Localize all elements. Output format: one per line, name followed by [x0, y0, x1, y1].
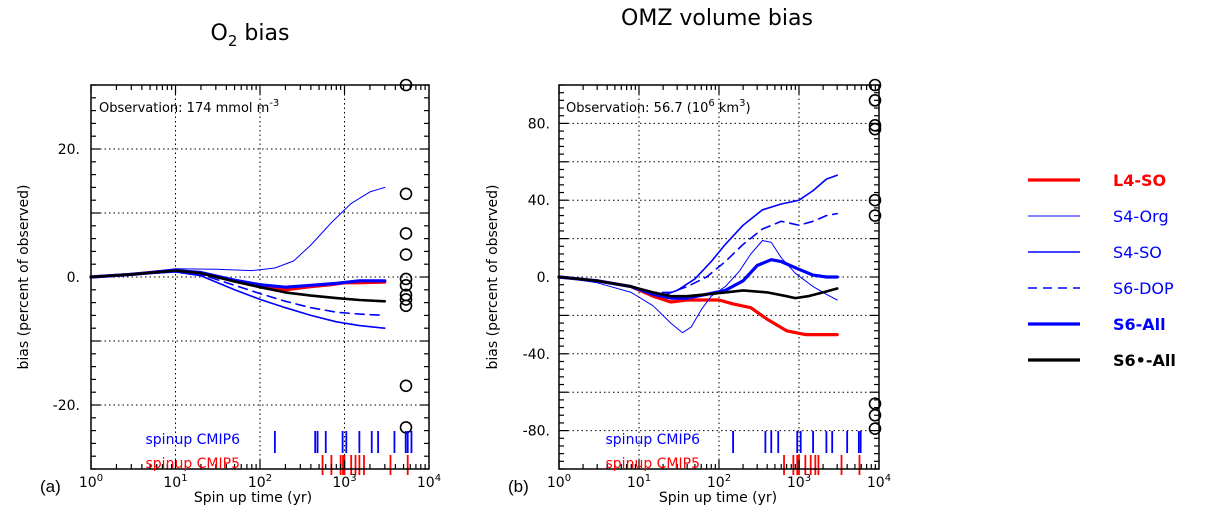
series-line-s6-all: [557, 258, 839, 300]
panel-b-letter: (b): [508, 477, 529, 496]
panel-b-spinup-cmip5-label: spinup CMIP5: [606, 456, 701, 472]
y-tick-label: 20.: [58, 142, 80, 158]
panel-a-grid: [91, 85, 429, 469]
legend-label: S6-DOP: [1113, 279, 1174, 298]
x-tick-label: 100: [547, 473, 571, 491]
panel-a-o2-bias: O2 bias 100 101 102 103 104 20. 0. -20. Observa…: [16, 21, 441, 506]
y-tick-label: 0.: [67, 270, 80, 286]
panel-a-spinup-cmip6-label: spinup CMIP6: [146, 432, 241, 448]
y-tick-label: 0.: [537, 270, 550, 286]
panel-a-series: [89, 186, 387, 329]
panel-b-y-axis-label: bias (percent of observed): [485, 185, 501, 370]
cmip-model-marker: [399, 227, 413, 240]
legend-label: S6•-All: [1113, 351, 1176, 370]
y-tick-label: 80.: [528, 116, 550, 132]
series-line-s4-so: [558, 174, 838, 296]
cmip-model-marker: [399, 272, 413, 286]
x-tick-label: 100: [79, 473, 103, 491]
panel-a-cmip-markers: [399, 78, 413, 434]
panel-a-axis-ticks: 100 101 102 103 104 20. 0. -20.: [53, 84, 441, 491]
x-tick-label: 103: [332, 473, 356, 491]
panel-b-spinup-ticks: [732, 431, 862, 475]
panel-b-axis-ticks: 100 101 102 103 104 80. 40. 0. -40. -80.: [523, 84, 891, 491]
cmip-model-marker: [399, 293, 413, 306]
legend-label: S4-Org: [1113, 207, 1169, 226]
x-tick-label: 101: [627, 473, 651, 491]
x-tick-label: 101: [163, 473, 187, 491]
x-tick-label: 102: [248, 473, 272, 491]
panel-b-series: [557, 174, 839, 337]
panel-b-omz-volume-bias: OMZ volume bias 100 101 102 103 104 80. 40. 0. -…: [485, 6, 891, 506]
x-tick-label: 104: [867, 473, 891, 491]
series-line-s6-all: [89, 269, 387, 303]
cmip-model-marker: [399, 187, 413, 201]
panel-a-spinup-ticks: [273, 431, 413, 475]
panel-a-letter: (a): [40, 477, 61, 496]
legend-label: S4-SO: [1113, 243, 1162, 262]
panel-a-title: O2 bias: [211, 21, 290, 50]
legend: L4-SO S4-Org S4-SO S6-DOP S6-All S6•-All: [1028, 171, 1176, 370]
x-tick-label: 104: [417, 473, 441, 491]
cmip-model-marker: [868, 193, 882, 207]
cmip-model-marker: [868, 94, 882, 107]
cmip-model-marker: [399, 379, 413, 393]
cmip-model-marker: [868, 209, 882, 222]
panel-b-grid: [559, 85, 879, 469]
panel-b-title: OMZ volume bias: [621, 6, 813, 31]
panel-b-observation-label: Observation: 56.7 (106 km3): [566, 98, 751, 116]
cmip-model-marker: [399, 279, 413, 292]
series-line-s4-org: [90, 186, 386, 278]
cmip-model-marker: [868, 408, 882, 422]
y-tick-label: -80.: [523, 424, 550, 440]
legend-label: S6-All: [1113, 315, 1166, 334]
panel-a-y-axis-label: bias (percent of observed): [16, 185, 32, 370]
panel-b-cmip-markers: [868, 78, 882, 435]
panel-a-x-axis-label: Spin up time (yr): [194, 490, 312, 506]
y-tick-label: 40.: [528, 193, 550, 209]
series-line-l4-so: [557, 275, 839, 337]
panel-a-spinup-cmip5-label: spinup CMIP5: [146, 456, 241, 472]
cmip-model-marker: [399, 248, 413, 261]
cmip-model-marker: [399, 299, 413, 313]
x-tick-label: 102: [707, 473, 731, 491]
panel-a-observation-label: Observation: 174 mmol m-3: [99, 98, 279, 116]
y-tick-label: -40.: [523, 347, 550, 363]
series-line-s4-org: [558, 240, 838, 334]
series-line-s6-all: [557, 275, 839, 300]
x-tick-label: 103: [787, 473, 811, 491]
panel-b-x-axis-label: Spin up time (yr): [659, 490, 777, 506]
y-tick-label: -20.: [53, 398, 80, 414]
legend-label: L4-SO: [1113, 171, 1166, 190]
panel-b-spinup-cmip6-label: spinup CMIP6: [606, 432, 701, 448]
series-line-s6-dop: [90, 270, 386, 317]
